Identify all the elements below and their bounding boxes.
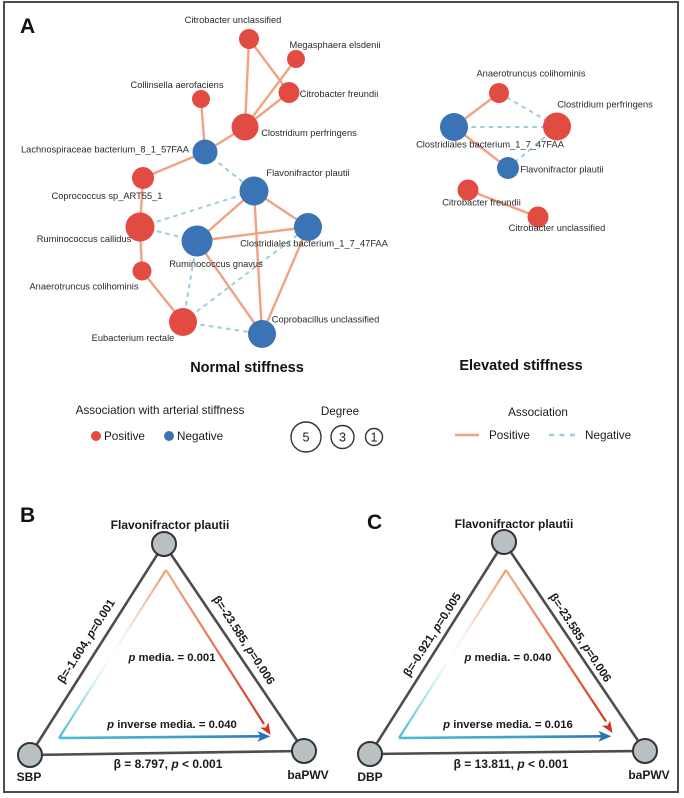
svg-text:Coprobacillus unclassified: Coprobacillus unclassified <box>272 315 380 325</box>
svg-text:3: 3 <box>339 431 346 445</box>
svg-text:Lachnospiraceae bacterium_8_1_: Lachnospiraceae bacterium_8_1_57FAA <box>21 145 190 155</box>
svg-text:Coprococcus sp_ART55_1: Coprococcus sp_ART55_1 <box>52 191 163 201</box>
svg-text:Citrobacter unclassified: Citrobacter unclassified <box>509 223 606 233</box>
svg-text:DBP: DBP <box>357 770 382 784</box>
svg-text:Citrobacter freundii: Citrobacter freundii <box>442 198 521 208</box>
svg-text:Negative: Negative <box>177 430 223 443</box>
svg-text:p inverse media. = 0.016: p inverse media. = 0.016 <box>442 719 573 731</box>
svg-text:Degree: Degree <box>321 405 359 418</box>
svg-text:Negative: Negative <box>585 429 631 442</box>
svg-text:5: 5 <box>303 431 310 445</box>
svg-text:Ruminococcus gnavus: Ruminococcus gnavus <box>169 259 263 269</box>
svg-text:Flavonifractor plautii: Flavonifractor plautii <box>111 518 230 532</box>
svg-text:Positive: Positive <box>489 429 530 442</box>
svg-text:Flavonifractor plautii: Flavonifractor plautii <box>266 168 349 178</box>
svg-text:Clostridiales bacterium_1_7_47: Clostridiales bacterium_1_7_47FAA <box>416 140 565 150</box>
svg-text:Anaerotruncus colihominis: Anaerotruncus colihominis <box>476 69 585 79</box>
svg-text:p media. = 0.040: p media. = 0.040 <box>464 652 552 664</box>
svg-text:p media. = 0.001: p media. = 0.001 <box>128 652 216 664</box>
svg-text:baPWV: baPWV <box>287 768 328 782</box>
svg-text:Eubacterium rectale: Eubacterium rectale <box>92 333 175 343</box>
svg-text:Association with arterial stif: Association with arterial stiffness <box>76 404 245 417</box>
svg-text:Flavonifractor plautii: Flavonifractor plautii <box>455 517 574 531</box>
svg-text:Clostridiales bacterium_1_7_47: Clostridiales bacterium_1_7_47FAA <box>240 239 389 249</box>
svg-text:p inverse media. = 0.040: p inverse media. = 0.040 <box>106 719 237 731</box>
svg-text:C: C <box>367 511 382 534</box>
svg-text:Association: Association <box>508 406 568 419</box>
svg-text:Megasphaera elsdenii: Megasphaera elsdenii <box>290 40 381 50</box>
svg-text:A: A <box>20 15 35 38</box>
svg-text:β = 8.797, p < 0.001: β = 8.797, p < 0.001 <box>114 757 223 771</box>
svg-text:Elevated stiffness: Elevated stiffness <box>459 358 582 374</box>
svg-text:β = 13.811, p < 0.001: β = 13.811, p < 0.001 <box>454 757 569 771</box>
svg-text:Ruminococcus callidus: Ruminococcus callidus <box>37 234 132 244</box>
svg-text:1: 1 <box>371 431 378 445</box>
svg-text:Collinsella aerofaciens: Collinsella aerofaciens <box>130 80 223 90</box>
svg-text:B: B <box>20 504 35 527</box>
svg-text:Positive: Positive <box>104 430 145 443</box>
svg-text:Clostridium perfringens: Clostridium perfringens <box>261 128 357 138</box>
svg-text:Normal stiffness: Normal stiffness <box>190 360 304 376</box>
svg-text:baPWV: baPWV <box>628 768 669 782</box>
svg-text:Citrobacter unclassified: Citrobacter unclassified <box>185 15 282 25</box>
svg-text:Anaerotruncus colihominis: Anaerotruncus colihominis <box>29 282 138 292</box>
svg-text:SBP: SBP <box>17 770 42 784</box>
svg-text:Clostridium perfringens: Clostridium perfringens <box>557 100 653 110</box>
svg-text:Citrobacter freundii: Citrobacter freundii <box>300 89 379 99</box>
svg-text:Flavonifractor plautii: Flavonifractor plautii <box>520 165 603 175</box>
